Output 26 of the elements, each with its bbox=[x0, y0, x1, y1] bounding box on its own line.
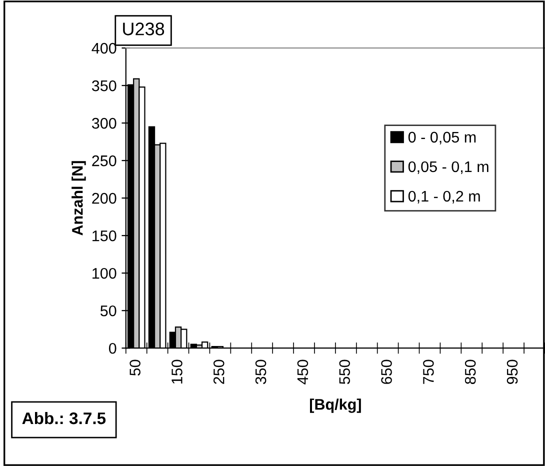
y-tick-label: 250 bbox=[92, 155, 116, 166]
y-tick-label: 400 bbox=[92, 42, 116, 54]
x-tick-label: 550 bbox=[339, 360, 350, 384]
chart-title: U238 bbox=[123, 22, 164, 36]
y-tick-label: 100 bbox=[92, 268, 116, 279]
x-axis-title: [Bq/kg] bbox=[310, 398, 361, 413]
x-tick-label: 50 bbox=[130, 360, 140, 376]
y-tick-label: 50 bbox=[100, 305, 116, 316]
x-tick-label: 750 bbox=[423, 360, 434, 384]
x-tick-label: 250 bbox=[213, 360, 224, 384]
text: Abb.: 3.7.5 bbox=[22, 412, 106, 424]
y-axis-title: Anzahl [N] bbox=[72, 161, 86, 236]
y-tick-label: 300 bbox=[92, 118, 116, 129]
y-tick-label: 200 bbox=[92, 192, 116, 204]
x-tick-label: 950 bbox=[506, 360, 518, 384]
x-tick-label: 350 bbox=[255, 360, 266, 384]
legend-label: 0,1 - 0,2 m bbox=[408, 190, 480, 204]
y-tick-label: 150 bbox=[92, 230, 116, 242]
y-tick-label: 350 bbox=[92, 80, 116, 92]
x-tick-label: 850 bbox=[464, 360, 476, 384]
legend-label: 0 - 0,05 m bbox=[408, 132, 476, 144]
x-tick-label: 450 bbox=[297, 360, 308, 384]
y-tick-label: 0 bbox=[108, 342, 116, 354]
x-tick-label: 650 bbox=[381, 360, 392, 384]
legend-label: 0,05 - 0,1 m bbox=[408, 161, 488, 174]
x-tick-label: 150 bbox=[172, 360, 182, 384]
